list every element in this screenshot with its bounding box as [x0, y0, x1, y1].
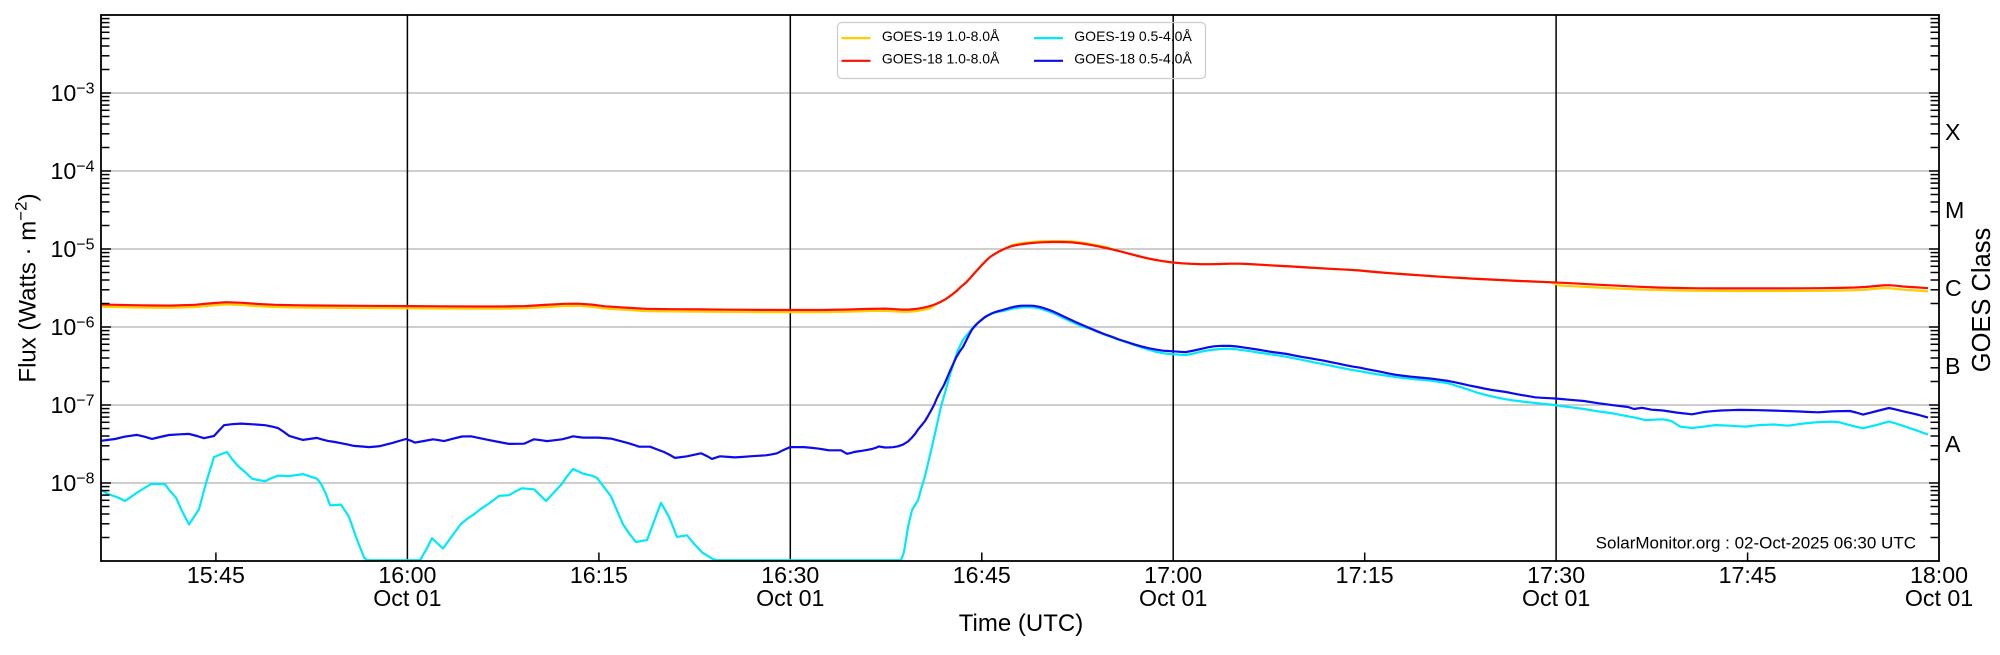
svg-text:Flux (Watts · m−2): Flux (Watts · m−2) [12, 193, 42, 382]
svg-text:C: C [1945, 275, 1962, 301]
svg-text:M: M [1945, 197, 1964, 223]
svg-text:10−6: 10−6 [50, 314, 94, 340]
svg-text:Oct 01: Oct 01 [1522, 585, 1590, 611]
svg-text:16:00: 16:00 [378, 562, 436, 588]
svg-text:Oct 01: Oct 01 [373, 585, 441, 611]
svg-text:17:00: 17:00 [1144, 562, 1202, 588]
svg-text:Oct 01: Oct 01 [1139, 585, 1207, 611]
svg-text:17:30: 17:30 [1527, 562, 1585, 588]
svg-text:GOES-18 0.5-4.0Å: GOES-18 0.5-4.0Å [1074, 51, 1192, 67]
svg-text:16:30: 16:30 [761, 562, 819, 588]
svg-text:GOES-19 1.0-8.0Å: GOES-19 1.0-8.0Å [882, 28, 1000, 44]
svg-text:GOES-19 0.5-4.0Å: GOES-19 0.5-4.0Å [1074, 28, 1192, 44]
svg-text:Oct 01: Oct 01 [1905, 585, 1973, 611]
svg-text:Time (UTC): Time (UTC) [959, 610, 1083, 637]
svg-text:X: X [1945, 119, 1960, 145]
svg-text:16:45: 16:45 [953, 562, 1011, 588]
svg-text:B: B [1945, 353, 1960, 379]
svg-text:GOES-18 1.0-8.0Å: GOES-18 1.0-8.0Å [882, 51, 1000, 67]
svg-text:17:15: 17:15 [1336, 562, 1394, 588]
svg-text:16:15: 16:15 [570, 562, 628, 588]
svg-text:SolarMonitor.org : 02-Oct-2025: SolarMonitor.org : 02-Oct-2025 06:30 UTC [1596, 534, 1916, 553]
svg-text:18:00: 18:00 [1910, 562, 1968, 588]
svg-text:A: A [1945, 431, 1961, 457]
svg-text:15:45: 15:45 [187, 562, 245, 588]
svg-text:Oct 01: Oct 01 [756, 585, 824, 611]
svg-text:GOES Class: GOES Class [1968, 228, 1996, 373]
svg-text:17:45: 17:45 [1719, 562, 1777, 588]
